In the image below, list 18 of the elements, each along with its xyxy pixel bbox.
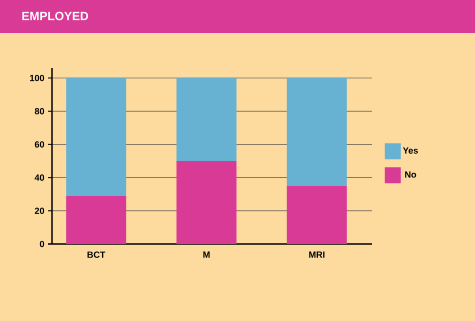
x-tick-label: M (203, 252, 210, 258)
y-tick-label: 100 (30, 74, 44, 82)
bar (176, 161, 236, 244)
bar (66, 196, 126, 244)
bar (286, 186, 347, 244)
y-tick-label: 0 (40, 240, 44, 248)
legend-label: Yes (402, 147, 418, 154)
legend-label: No (405, 171, 416, 178)
bar (66, 78, 126, 196)
bar (176, 78, 236, 161)
y-tick-label: 80 (34, 108, 44, 114)
y-tick-label: 60 (34, 141, 44, 148)
y-tick-label: 20 (34, 208, 44, 214)
x-tick-label: MRI (309, 252, 324, 258)
chart-title: EMPLOYED (22, 12, 88, 20)
y-tick-label: 40 (34, 174, 44, 181)
x-tick-label: BCT (88, 252, 106, 258)
bar (286, 78, 347, 186)
